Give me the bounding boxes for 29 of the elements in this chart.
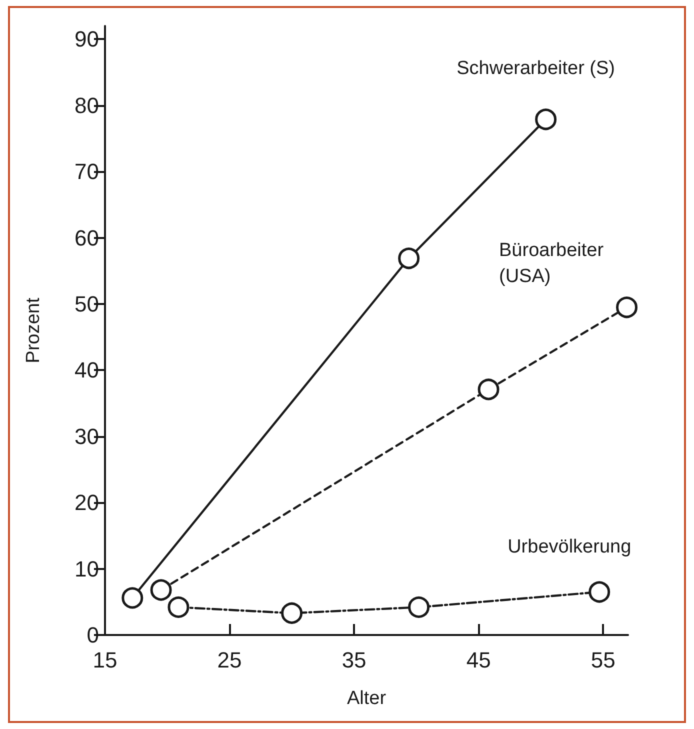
point [150,579,172,601]
text: Schwerarbeiter (S) [456,58,616,80]
y-tick-label: 40 [74,358,99,383]
point [168,596,190,618]
point [122,587,144,609]
point [588,581,610,603]
x-tick-label: 35 [342,648,366,672]
y-tick-label: 70 [74,159,99,184]
x-axis-title: Alter [346,688,387,709]
y-tick-label: 30 [74,424,99,449]
series-label: Urbevölkerung [508,536,632,558]
point [408,596,430,618]
y-tick-label: 60 [74,225,99,250]
y-axis-title: Prozent [23,297,44,364]
point [281,602,303,624]
y-tick-label: 90 [74,26,99,52]
x-tick-label: 25 [217,648,242,672]
x-tick-label: 45 [466,648,491,672]
point [535,108,557,130]
y-tick-label: 80 [74,92,99,118]
series-label: Büroarbeiter (USA) [499,240,604,287]
point [398,248,420,270]
y-tick-label: 10 [74,556,99,582]
point [616,296,638,318]
y-tick-label: 50 [74,292,99,317]
x-tick-label: 55 [590,648,616,672]
y-tick-label: 20 [74,490,99,516]
x-tick-label: 15 [92,648,118,672]
point [478,378,500,400]
